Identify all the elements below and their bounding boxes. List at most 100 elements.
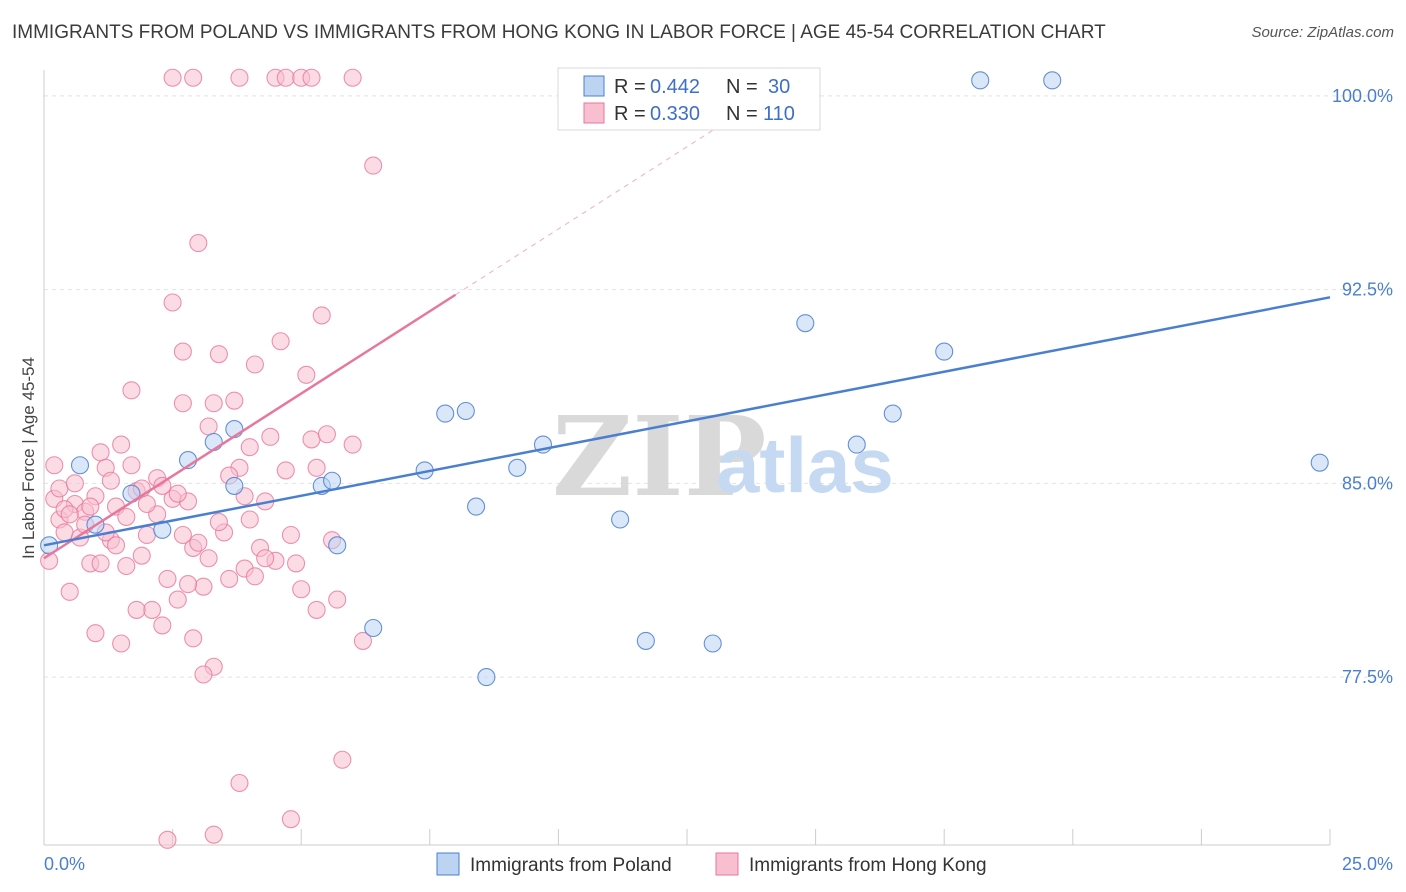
hongkong-point-58: [292, 580, 311, 599]
hongkong-point-98: [122, 456, 141, 475]
poland-point-14: [467, 497, 486, 516]
legend-n-value-hongkong: 110: [763, 103, 795, 125]
hongkong-point-79: [168, 484, 187, 503]
hongkong-point-62: [307, 600, 326, 619]
hongkong-point-101: [173, 525, 192, 545]
x-tick-label-0: 0.0%: [44, 854, 85, 874]
hongkong-point-19: [122, 381, 141, 400]
legend-r-value-poland: 0.442: [650, 76, 700, 98]
hongkong-point-86: [158, 830, 177, 849]
hongkong-point-67: [333, 750, 352, 769]
poland-point-29: [70, 456, 90, 475]
hongkong-point-16: [112, 435, 131, 454]
hongkong-point-72: [65, 474, 84, 493]
poland-point-18: [611, 510, 630, 529]
hongkong-point-4: [55, 523, 74, 542]
series-legend-label-hongkong: Immigrants from Hong Kong: [749, 855, 987, 876]
trend-lines: [43, 113, 1331, 560]
series-legend-label-poland: Immigrants from Poland: [470, 855, 672, 876]
hongkong-point-97: [101, 471, 120, 490]
hongkong-point-89: [230, 68, 249, 87]
hongkong-point-93: [302, 68, 321, 87]
hongkong-point-109: [178, 575, 198, 594]
hongkong-point-55: [281, 525, 300, 545]
hongkong-point-70: [364, 156, 383, 175]
poland-point-15: [477, 668, 496, 687]
y-axis-label: In Labor Force | Age 45-54: [19, 357, 38, 559]
series-legend-swatch-poland: [436, 852, 460, 876]
hongkong-point-64: [317, 425, 336, 444]
hongkong-point-94: [343, 68, 362, 87]
legend-swatch-poland: [583, 75, 605, 97]
hongkong-point-53: [271, 332, 290, 351]
poland-point-25: [971, 71, 990, 90]
hongkong-point-56: [281, 810, 300, 829]
poland-point-9: [328, 536, 347, 555]
hong-kong-points: [40, 68, 383, 849]
hongkong-point-76: [117, 556, 136, 576]
hongkong-point-91: [276, 68, 295, 87]
legend-n-label-hongkong: N =: [726, 103, 758, 125]
series-legend: Immigrants from Poland Immigrants from H…: [436, 852, 987, 876]
hongkong-point-40: [209, 345, 228, 364]
hongkong-point-46: [240, 438, 259, 457]
legend-r-label-poland: R =: [614, 76, 646, 98]
hongkong-point-47: [240, 510, 259, 529]
hongkong-point-3: [50, 479, 69, 498]
y-tick-label-3: 100.0%: [1332, 86, 1393, 106]
hongkong-point-87: [163, 68, 182, 87]
hongkong-point-23: [142, 600, 162, 619]
hongkong-point-83: [245, 567, 264, 586]
hongkong-point-48: [245, 355, 264, 374]
y-tick-label-1: 85.0%: [1342, 473, 1393, 493]
hongkong-point-75: [106, 536, 126, 555]
hongkong-point-5: [60, 582, 79, 601]
hongkong-point-42: [220, 569, 239, 588]
y-tick-label-2: 92.5%: [1342, 280, 1393, 300]
hongkong-point-66: [328, 590, 347, 609]
poland-point-21: [796, 314, 815, 333]
chart-title: IMMIGRANTS FROM POLAND VS IMMIGRANTS FRO…: [12, 22, 1106, 43]
legend-n-value-poland: 30: [768, 76, 790, 98]
poland-point-8: [323, 471, 342, 490]
hongkong-point-43: [225, 391, 244, 410]
hongkong-point-22: [137, 525, 156, 545]
hongkong-point-51: [261, 427, 280, 446]
poland-point-19: [636, 631, 655, 650]
hongkong-point-77: [127, 600, 146, 619]
x-tick-label-1: 25.0%: [1342, 854, 1393, 874]
poland-point-12: [436, 404, 455, 423]
hongkong-point-21: [132, 546, 151, 565]
hongkong-point-85: [204, 825, 223, 844]
hongkong-point-29: [168, 590, 187, 609]
hongkong-point-63: [312, 306, 331, 325]
hongkong-point-34: [189, 234, 208, 253]
hongkong-point-105: [256, 549, 275, 568]
poland-point-24: [935, 342, 954, 361]
poland-point-22: [847, 435, 866, 454]
poland-points: [40, 71, 1329, 687]
hongkong-point-59: [297, 365, 316, 384]
hongkong-point-99: [137, 494, 156, 514]
hongkong-trend-line: [43, 293, 457, 560]
hongkong-point-102: [189, 533, 208, 552]
hongkong-point-57: [287, 554, 306, 573]
hongkong-point-30: [173, 342, 192, 361]
hongkong-point-17: [112, 634, 131, 653]
hongkong-point-107: [91, 554, 110, 573]
legend-r-label-hongkong: R =: [614, 103, 646, 125]
series-legend-swatch-hongkong: [715, 852, 739, 876]
hongkong-point-28: [163, 293, 182, 312]
hongkong-point-38: [204, 394, 223, 413]
watermark-atlas: atlas: [716, 421, 894, 509]
hongkong-point-11: [86, 624, 105, 643]
hongkong-point-37: [199, 549, 218, 568]
legend-r-value-hongkong: 0.330: [650, 103, 700, 125]
x-tick-labels: 0.0% 25.0%: [44, 854, 1393, 874]
hongkong-trend-extension: [455, 113, 739, 296]
hongkong-point-31: [173, 394, 192, 413]
axes: [43, 70, 1331, 846]
hongkong-point-18: [117, 507, 136, 526]
hongkong-point-96: [81, 497, 100, 516]
